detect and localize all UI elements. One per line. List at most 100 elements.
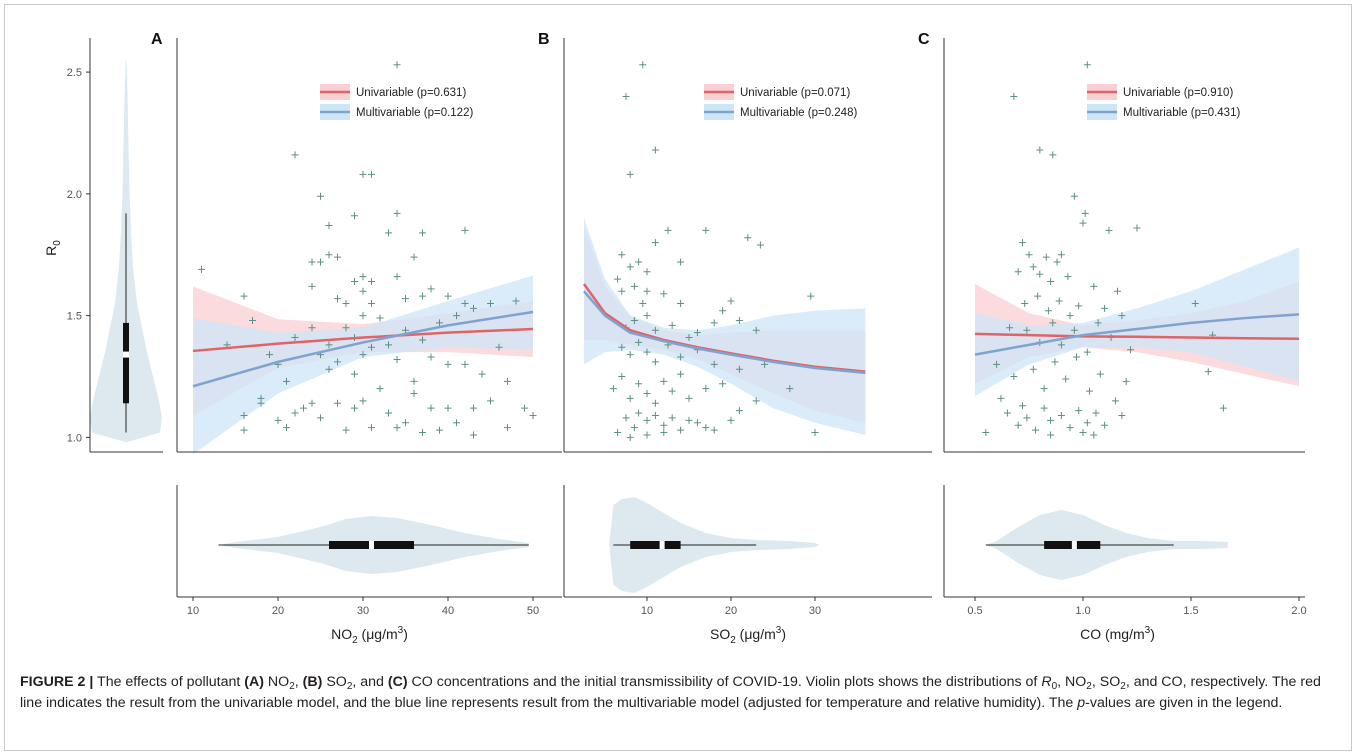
scatter-point — [419, 336, 426, 344]
caption-and: , and — [352, 674, 388, 690]
scatter-point — [643, 348, 651, 356]
scatter-point — [1019, 239, 1027, 247]
scatter-point — [1047, 431, 1055, 439]
scatter-point — [735, 407, 743, 415]
scatter-point — [325, 341, 333, 349]
scatter-point — [1070, 192, 1078, 200]
scatter-point — [504, 377, 511, 385]
r0-ytick-label: 2.5 — [67, 67, 82, 79]
violins — [90, 57, 1228, 593]
scatter-point — [685, 334, 693, 342]
scatter-point — [643, 287, 651, 295]
caption-text-1: The effects of pollutant — [97, 674, 245, 690]
scatter-point — [1127, 346, 1135, 354]
scatter-point — [752, 397, 760, 405]
scatter-point — [240, 292, 248, 300]
panel-label: A — [151, 31, 163, 48]
scatter-point — [807, 292, 815, 300]
scatter-point — [240, 426, 248, 434]
legend-label: Univariable (p=0.071) — [740, 87, 850, 99]
scatter-point — [1073, 353, 1081, 361]
scatter-point — [351, 212, 358, 220]
scatter-point — [1047, 416, 1055, 424]
scatter-point — [651, 399, 659, 407]
scatter-point — [660, 421, 668, 429]
scatter-point — [317, 258, 324, 266]
xtick-label: 30 — [809, 605, 821, 617]
caption-text-4: , SO — [1091, 674, 1121, 690]
scatter-point — [660, 377, 668, 385]
panel-label: C — [918, 31, 930, 48]
scatter-point — [317, 414, 324, 422]
scatter-point — [504, 424, 511, 432]
scatter-point — [376, 314, 384, 322]
scatter-point — [786, 385, 794, 393]
scatter-point — [1079, 429, 1087, 437]
xtick-label: 0.5 — [967, 605, 982, 617]
scatter-point — [618, 373, 626, 381]
scatter-point — [1083, 61, 1091, 69]
caption-so2: SO — [326, 674, 347, 690]
scatter-point — [1101, 421, 1109, 429]
caption-a: (A) — [244, 674, 264, 690]
scatter-point — [1049, 151, 1057, 159]
scatter-point — [677, 299, 685, 307]
scatter-point — [1057, 411, 1065, 419]
scatter-point — [1219, 404, 1227, 412]
scatter-point — [1034, 292, 1042, 300]
scatter-point — [427, 353, 435, 361]
r0-ytick-label: 1.5 — [67, 311, 82, 323]
scatter-point — [359, 287, 367, 295]
scatter-point — [410, 253, 418, 261]
legend-label: Multivariable (p=0.122) — [356, 107, 473, 119]
scatter-point — [1092, 409, 1100, 417]
scatter-point — [626, 433, 634, 441]
scatter-point — [1075, 407, 1083, 415]
scatter-point — [719, 307, 727, 315]
scatter-point — [1090, 431, 1098, 439]
caption-sub-4: 2 — [1120, 681, 1126, 692]
legend-label: Univariable (p=0.631) — [356, 87, 466, 99]
scatter-point — [410, 377, 418, 385]
caption-r0: R — [1041, 674, 1052, 690]
scatter-point — [1014, 421, 1022, 429]
scatter-point — [1036, 146, 1044, 154]
scatter-point — [609, 385, 617, 393]
caption-sub-2: 2 — [346, 681, 353, 692]
scatter-point — [342, 426, 350, 434]
scatter-point — [710, 319, 718, 327]
bottom-violin-box — [630, 541, 681, 549]
scatter-point — [618, 343, 626, 351]
scatter-point — [1062, 375, 1070, 383]
scatter-point — [651, 239, 659, 247]
scatter-point — [325, 222, 333, 230]
scatter-point — [1010, 92, 1018, 100]
scatter-point — [529, 411, 537, 419]
scatter-point — [1066, 424, 1074, 432]
scatter-point — [677, 426, 685, 434]
figure-label: FIGURE 2 | — [20, 674, 94, 690]
scatter-point — [626, 351, 634, 359]
x-axis-title: CO (mg/m3) — [1080, 625, 1155, 642]
scatter-point — [283, 377, 290, 385]
scatter-point — [693, 419, 701, 427]
scatter-point — [635, 380, 643, 388]
scatter-point — [1040, 385, 1048, 393]
multivariable-ci-band — [975, 247, 1299, 396]
scatter-point — [351, 278, 358, 286]
scatter-point — [334, 253, 341, 261]
scatter-point — [436, 319, 443, 327]
scatter-point — [1191, 299, 1199, 307]
figure-border — [4, 4, 1352, 751]
scatter-point — [635, 258, 643, 266]
scatter-point — [1083, 348, 1091, 356]
scatter-point — [461, 226, 469, 234]
multivariable-ci-band — [584, 218, 866, 435]
scatter-point — [630, 282, 638, 290]
scatter-point — [752, 326, 760, 334]
violin-r0-box — [123, 322, 129, 404]
scatter-point — [419, 292, 426, 300]
scatter-point — [1204, 368, 1212, 376]
scatter-point — [393, 209, 401, 217]
xtick-label: 20 — [725, 605, 737, 617]
